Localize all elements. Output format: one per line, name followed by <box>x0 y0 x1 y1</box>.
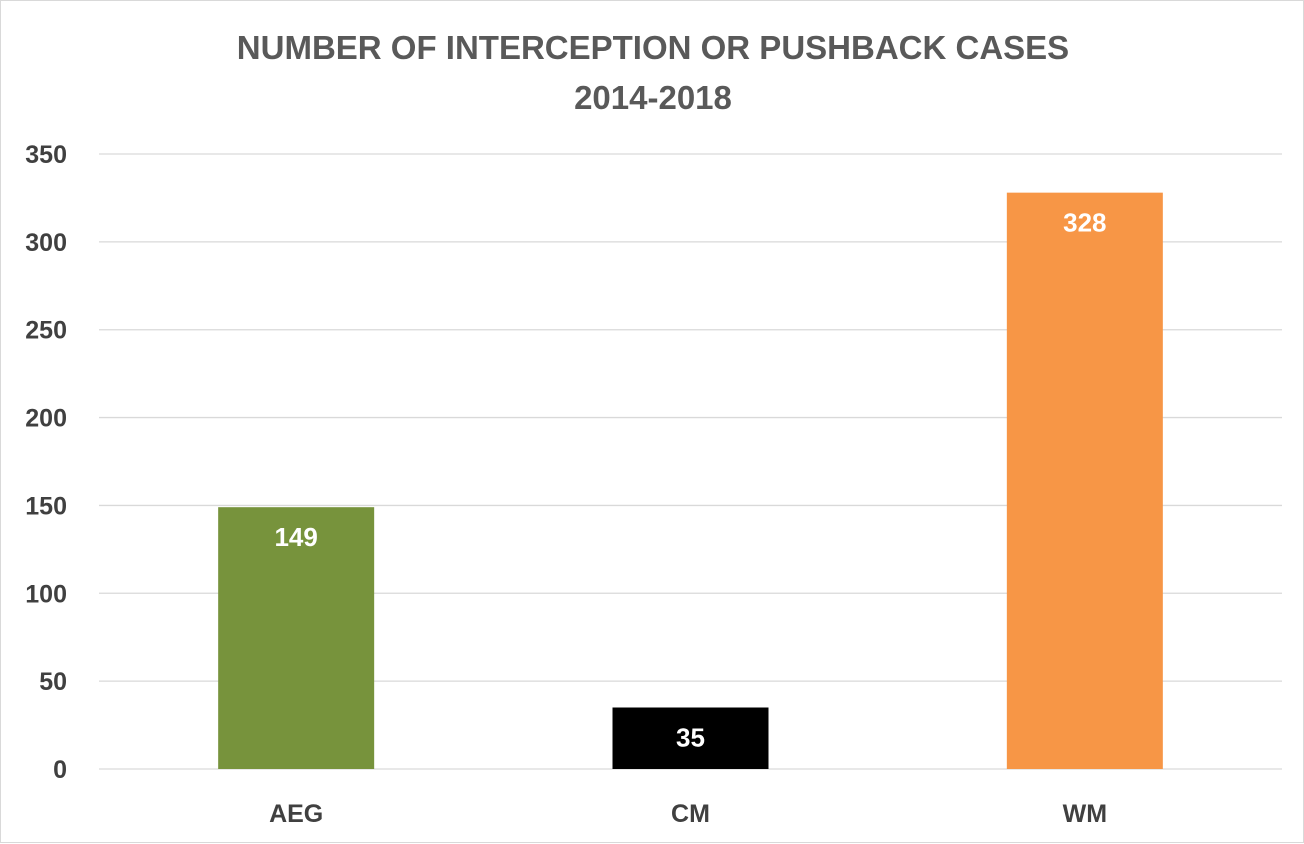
data-label: 149 <box>274 522 317 552</box>
bar-cm <box>612 707 769 769</box>
y-tick-label: 300 <box>25 229 67 257</box>
x-category-label: WM <box>1063 800 1107 828</box>
y-tick-label: 50 <box>39 668 67 696</box>
y-tick-label: 250 <box>25 317 67 345</box>
y-axis-tick-labels: 0 50 100 150 200 250 300 350 <box>25 141 67 784</box>
x-axis-category-labels: AEG CM WM <box>269 800 1107 828</box>
y-tick-label: 0 <box>53 756 67 784</box>
bar-aeg <box>218 507 375 769</box>
y-tick-label: 150 <box>25 492 67 520</box>
y-tick-label: 200 <box>25 405 67 433</box>
y-tick-label: 100 <box>25 580 67 608</box>
x-category-label: CM <box>671 800 710 828</box>
bar-wm <box>1006 192 1163 769</box>
chart-title-line-1: NUMBER OF INTERCEPTION OR PUSHBACK CASES <box>237 29 1069 66</box>
chart-title-line-2: 2014-2018 <box>574 79 732 116</box>
y-tick-label: 350 <box>25 141 67 169</box>
data-labels: 149 35 328 <box>274 208 1106 753</box>
data-label: 35 <box>676 723 705 753</box>
bars <box>218 192 1163 769</box>
data-label: 328 <box>1063 208 1106 238</box>
x-category-label: AEG <box>269 800 323 828</box>
